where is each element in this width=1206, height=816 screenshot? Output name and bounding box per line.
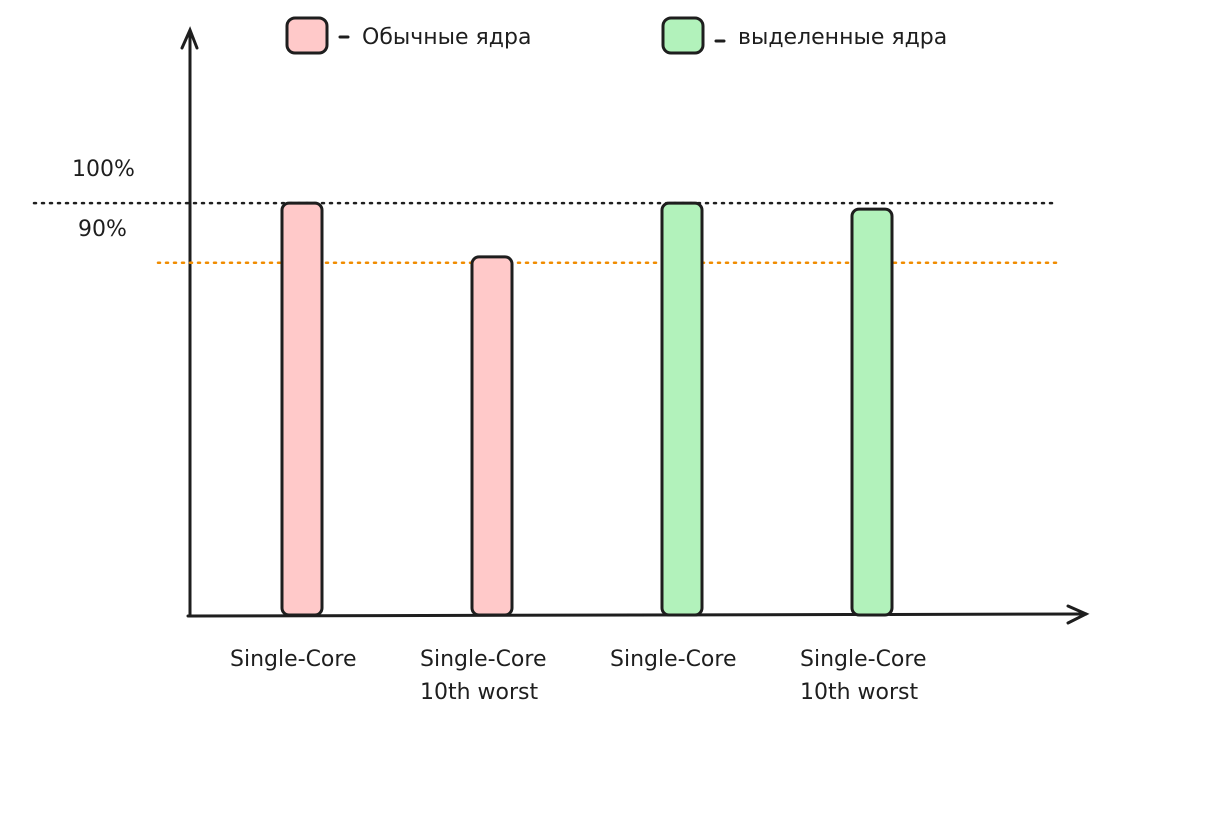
- legend: [338, 35, 726, 43]
- y-tick-label: 100%: [72, 157, 135, 182]
- x-tick-label: Single-Core: [610, 647, 737, 672]
- x-tick-label: Single-Core 10th worst: [420, 647, 547, 705]
- legend-label: Обычные ядра: [362, 25, 531, 50]
- x-tick-label: Single-Core: [230, 647, 357, 672]
- x-axis: [186, 612, 1088, 618]
- legend-swatch: [285, 16, 329, 55]
- bar: [280, 201, 324, 617]
- legend-label: выделенные ядра: [738, 25, 947, 50]
- bar: [470, 255, 514, 617]
- bar: [850, 207, 894, 617]
- y-axis-arrow: [180, 26, 199, 50]
- x-tick-label: Single-Core 10th worst: [800, 647, 927, 705]
- axes: [180, 26, 1090, 625]
- x-axis-arrow: [1066, 604, 1090, 625]
- bar: [660, 201, 704, 617]
- legend-swatch: [661, 16, 705, 55]
- y-tick-label: 90%: [78, 217, 127, 242]
